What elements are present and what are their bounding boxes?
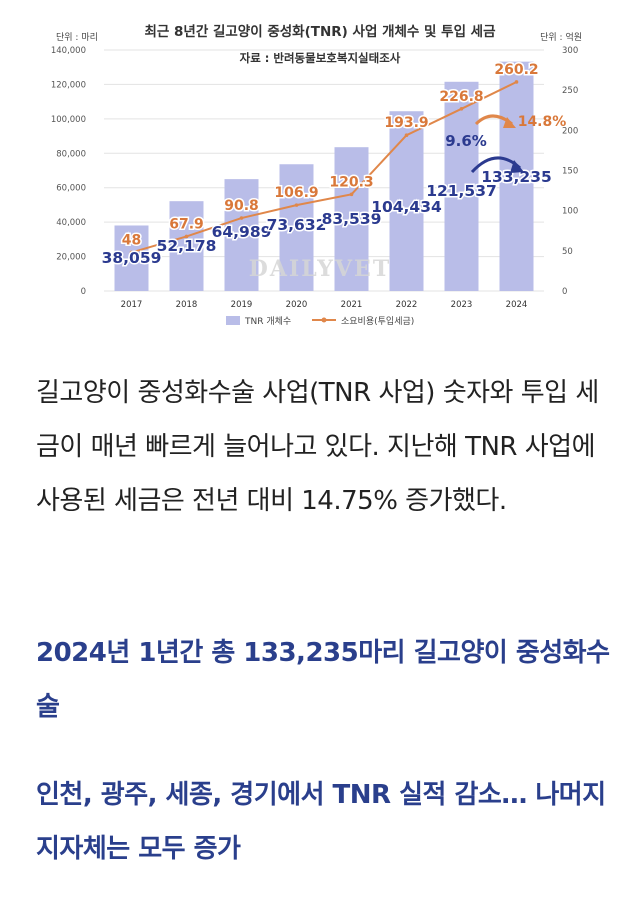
data-labels: 48 67.9 90.8 106.9 120.3 193.9 226.8 260.2 38,05… xyxy=(100,60,553,268)
left-axis-tick-label: 20,000 xyxy=(56,253,86,263)
line-point xyxy=(514,80,519,84)
line-point xyxy=(129,250,134,255)
x-axis-tick-label: 2024 xyxy=(506,300,528,310)
bar xyxy=(224,179,259,291)
line-value-label: 90.8 xyxy=(224,198,259,214)
line-value-label: 193.9 xyxy=(384,115,428,131)
right-axis-unit: 단위 : 억원 xyxy=(540,31,582,43)
x-axis-tick-label: 2022 xyxy=(396,300,418,310)
line-value-label: 260.2 xyxy=(494,62,538,78)
watermark: DAILYVET xyxy=(249,256,391,282)
bar-value-label: 64,989 xyxy=(212,223,272,241)
left-axis-tick-label: 40,000 xyxy=(56,218,86,228)
left-axis-tick-label: 140,000 xyxy=(51,46,86,56)
bar-series xyxy=(114,61,534,292)
bar xyxy=(279,164,314,291)
bar xyxy=(334,147,369,291)
left-axis-tick-label: 60,000 xyxy=(56,184,86,194)
line-point xyxy=(404,133,409,138)
right-axis-tick-label: 50 xyxy=(562,247,573,257)
right-axis-tick-label: 150 xyxy=(562,167,578,177)
line-path xyxy=(131,81,517,254)
legend-bar-label: TNR 개체수 xyxy=(244,316,291,327)
bar-value-label: 73,632 xyxy=(267,216,327,234)
right-axis-tick-label: 0 xyxy=(562,287,567,297)
x-axis-tick-label: 2021 xyxy=(341,300,363,310)
right-axis-tick-label: 200 xyxy=(562,126,578,136)
combo-chart: DAILYVET 48 67.9 90.8 106.9 120.3 193.9 226.8 2… xyxy=(51,23,582,327)
right-axis-tick-label: 250 xyxy=(562,86,578,96)
line-value-label: 120.3 xyxy=(329,174,373,190)
line-point xyxy=(349,192,354,197)
x-axis-tick-label: 2023 xyxy=(451,300,473,310)
line-value-label: 106.9 xyxy=(274,185,318,201)
legend: TNR 개체수 소요비용(투입세금) xyxy=(226,315,414,327)
line-point xyxy=(239,216,244,220)
legend-bar-swatch xyxy=(226,316,240,325)
bar-value-label: 52,178 xyxy=(157,237,217,255)
x-axis-tick-label: 2020 xyxy=(286,300,308,310)
bar xyxy=(499,61,534,292)
legend-line-marker xyxy=(321,317,327,323)
chart-card: DAILYVET 48 67.9 90.8 106.9 120.3 193.9 226.8 2… xyxy=(0,0,640,340)
line-point xyxy=(184,234,189,239)
left-axis-tick-label: 100,000 xyxy=(51,115,86,125)
right-axis-tick-label: 100 xyxy=(562,207,578,217)
growth-arrows xyxy=(470,114,524,174)
left-axis-tick-label: 120,000 xyxy=(51,80,86,90)
left-axis-tick-label: 0 xyxy=(81,287,86,297)
article-paragraph: 길고양이 중성화수술 사업(TNR 사업) 숫자와 투입 세금이 매년 빠르게 … xyxy=(36,378,599,516)
line-value-label: 48 xyxy=(122,232,141,248)
line-series xyxy=(129,80,519,255)
bar-value-label: 104,434 xyxy=(371,198,442,216)
chart-title: 최근 8년간 길고양이 중성화(TNR) 사업 개체수 및 투입 세금 xyxy=(144,23,496,40)
x-axis-tick-label: 2017 xyxy=(121,300,143,310)
bar-value-label: 38,059 xyxy=(102,249,162,267)
axes: 0 20,000 40,000 60,000 80,000 100,000 120,000 1… xyxy=(51,46,578,310)
line-value-label: 67.9 xyxy=(169,216,204,232)
annotation-line-growth: 14.8% xyxy=(518,114,567,130)
arrowhead-icon xyxy=(503,117,516,128)
line-value-label: 226.8 xyxy=(439,89,483,105)
left-axis-unit: 단위 : 마리 xyxy=(56,32,98,43)
bar xyxy=(444,81,479,291)
bar-value-label: 83,539 xyxy=(322,210,382,228)
x-axis-tick-label: 2019 xyxy=(231,300,253,310)
annotation-bar-growth: 9.6% xyxy=(445,132,487,150)
bar-value-label: 133,235 xyxy=(481,168,552,186)
arrowhead-icon xyxy=(510,160,524,173)
x-axis-tick-label: 2018 xyxy=(176,300,198,310)
bar-value-label: 121,537 xyxy=(426,182,497,200)
chart-subtitle: 자료 : 반려동물보호복지실태조사 xyxy=(240,51,401,65)
legend-line-label: 소요비용(투입세금) xyxy=(341,315,414,327)
line-point xyxy=(459,107,464,111)
right-axis-tick-label: 300 xyxy=(562,46,578,56)
bar xyxy=(169,201,204,291)
headline-2: 인천, 광주, 세종, 경기에서 TNR 실적 감소… 나머지 지자체는 모두 … xyxy=(36,780,606,864)
headline-1: 2024년 1년간 총 133,235마리 길고양이 중성화수술 xyxy=(36,638,610,722)
left-axis-tick-label: 80,000 xyxy=(56,149,86,159)
line-point xyxy=(294,203,299,207)
bar xyxy=(114,225,149,291)
bar xyxy=(389,111,424,291)
